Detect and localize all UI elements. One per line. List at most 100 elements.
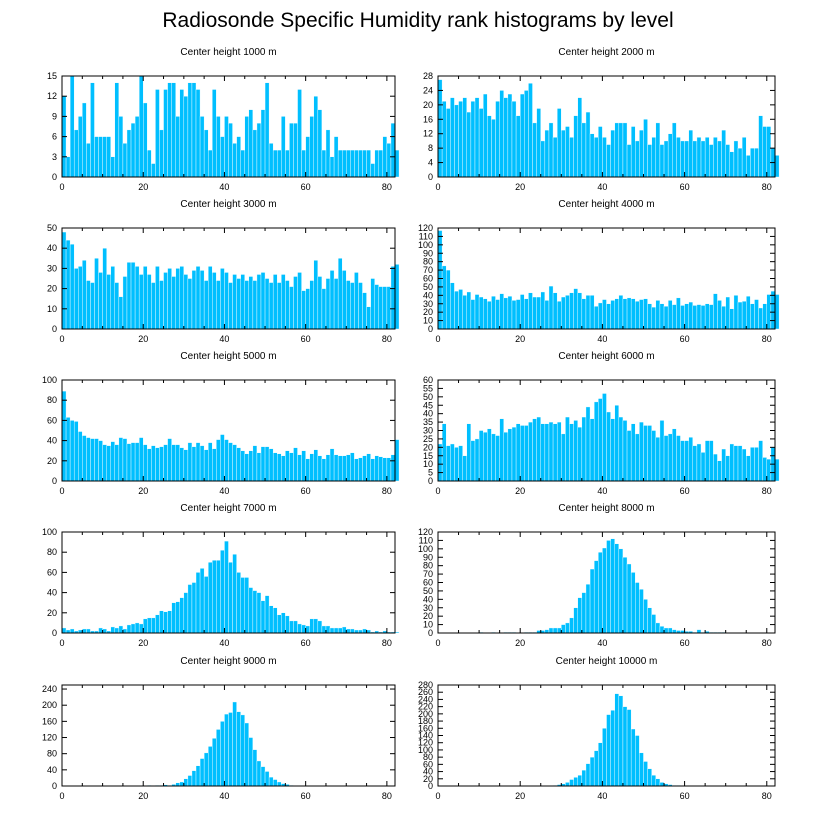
bar <box>293 276 298 330</box>
bar <box>301 149 306 178</box>
bar <box>297 272 302 330</box>
x-tick-label: 80 <box>382 334 392 344</box>
bar <box>191 582 197 634</box>
bar <box>454 290 459 330</box>
y-tick-label: 20 <box>423 100 433 110</box>
y-tick-label: 60 <box>423 375 433 385</box>
bar <box>758 307 763 330</box>
x-tick-label: 0 <box>59 638 64 648</box>
y-tick-label: 10 <box>423 316 433 326</box>
x-tick-label: 60 <box>301 334 311 344</box>
bar <box>362 292 367 330</box>
bar <box>272 149 278 178</box>
y-tick-label: 6 <box>52 132 57 142</box>
bar <box>651 306 657 330</box>
bar <box>386 286 392 330</box>
bar <box>519 93 525 178</box>
bar <box>114 627 120 634</box>
bar <box>195 89 201 178</box>
bar <box>264 82 270 178</box>
bar <box>643 599 648 634</box>
x-tick-label: 60 <box>680 334 690 344</box>
bar <box>754 147 759 178</box>
bar <box>354 149 359 178</box>
bar <box>725 455 730 482</box>
bar <box>337 149 343 178</box>
bar <box>635 301 640 330</box>
bar <box>358 457 363 482</box>
x-tick-label: 60 <box>301 791 311 801</box>
bar <box>305 136 310 178</box>
bar <box>98 136 103 178</box>
bar <box>552 292 558 330</box>
bar <box>524 298 529 330</box>
bar <box>342 149 347 178</box>
bar <box>639 589 644 634</box>
bar <box>138 437 144 482</box>
bar <box>252 280 258 330</box>
bar <box>126 129 132 178</box>
bar <box>651 614 657 634</box>
bar <box>684 440 689 482</box>
bar <box>441 101 447 178</box>
bar <box>350 282 355 330</box>
bar <box>483 93 488 178</box>
bar <box>573 607 578 634</box>
bar <box>750 447 755 482</box>
bar <box>507 428 513 482</box>
panel-title: Center height 4000 m <box>558 199 654 210</box>
bar <box>696 137 702 178</box>
bar <box>65 156 71 178</box>
bar <box>90 82 95 178</box>
y-tick-label: 20 <box>423 611 433 621</box>
bar <box>329 627 335 634</box>
bar <box>639 752 644 787</box>
y-tick-label: 40 <box>47 765 57 775</box>
bar <box>252 129 258 178</box>
bar <box>709 304 714 330</box>
bar <box>272 274 278 330</box>
bar <box>626 297 632 330</box>
bar <box>187 584 193 634</box>
bar <box>610 129 615 178</box>
bar <box>450 282 455 330</box>
x-tick-label: 80 <box>762 182 772 192</box>
bar <box>277 453 282 482</box>
panel-title: Center height 3000 m <box>180 199 276 210</box>
bar <box>224 713 229 787</box>
bar <box>65 417 71 482</box>
bar <box>272 607 278 634</box>
bar <box>163 272 168 330</box>
bar <box>285 149 290 178</box>
bar <box>606 540 611 634</box>
bar <box>130 122 136 178</box>
bar <box>102 444 107 482</box>
bar <box>565 416 570 482</box>
y-tick-label: 40 <box>47 243 57 253</box>
bar <box>374 455 379 482</box>
bar <box>175 601 180 634</box>
bar <box>672 122 677 178</box>
bar <box>69 75 75 178</box>
bar <box>532 122 537 178</box>
bar <box>630 423 636 482</box>
y-tick-label: 10 <box>423 620 433 630</box>
bar <box>499 90 504 178</box>
bar <box>750 303 755 330</box>
bar <box>684 303 689 330</box>
x-tick-label: 60 <box>301 182 311 192</box>
y-tick-label: 10 <box>47 304 57 314</box>
y-tick-label: 0 <box>52 172 57 182</box>
x-tick-label: 40 <box>219 486 229 496</box>
bar <box>688 129 694 178</box>
bar <box>260 600 266 634</box>
bar <box>717 140 722 178</box>
bar <box>614 543 620 634</box>
bar <box>248 276 254 330</box>
bar <box>252 445 258 482</box>
bar <box>573 420 578 482</box>
bar <box>474 97 480 178</box>
bar <box>195 442 201 482</box>
bar <box>216 439 221 482</box>
bar <box>102 247 107 330</box>
